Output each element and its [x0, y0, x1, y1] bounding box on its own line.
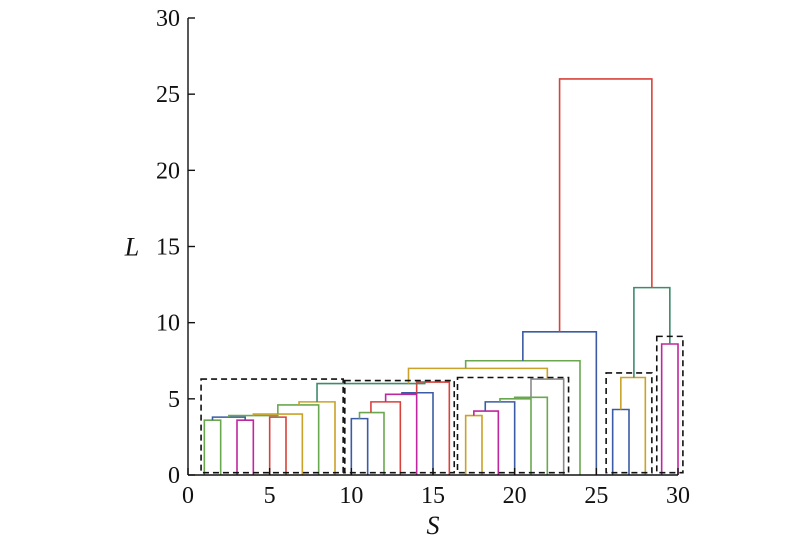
x-tick-label: 0 — [182, 483, 194, 509]
dendrogram-link — [611, 408, 630, 475]
y-tick-label: 25 — [156, 82, 180, 108]
x-axis-title: S — [427, 511, 440, 540]
y-tick-label: 0 — [168, 463, 180, 489]
cluster-box — [456, 376, 570, 474]
dendrogram-link — [633, 286, 671, 378]
x-tick-label: 25 — [584, 483, 608, 509]
dendrogram-link — [499, 398, 532, 475]
cluster-box — [343, 379, 456, 474]
y-tick-label: 30 — [156, 6, 180, 32]
cluster-box — [655, 335, 684, 474]
dendrogram-link — [316, 382, 426, 402]
dendrogram-link — [484, 401, 516, 475]
x-tick-label: 15 — [421, 483, 445, 509]
x-tick-label: 10 — [339, 483, 363, 509]
dendrogram-link — [384, 393, 418, 475]
dendrogram-link — [522, 331, 598, 475]
dendrogram-link — [407, 367, 549, 384]
dendrogram-link — [464, 414, 483, 475]
dendrogram-link — [660, 343, 679, 475]
y-axis-title: L — [124, 233, 139, 262]
x-tick-label: 30 — [666, 483, 690, 509]
x-tick-label: 20 — [503, 483, 527, 509]
x-tick-label: 5 — [264, 483, 276, 509]
dendrogram-link — [203, 419, 222, 475]
dendrogram-link — [558, 78, 653, 332]
y-ticks: 0 5 10 15 20 25 30 — [156, 6, 195, 489]
dendrogram-link — [252, 413, 304, 475]
dendrogram-link — [350, 417, 369, 475]
y-tick-label: 15 — [156, 235, 180, 261]
cluster-boxes — [200, 335, 684, 474]
dendrogram-link — [401, 391, 434, 475]
dendrogram-links — [203, 78, 679, 475]
cluster-box — [605, 372, 653, 474]
y-tick-label: 5 — [168, 387, 180, 413]
dendrogram-link — [236, 419, 255, 475]
dendrogram-link — [298, 401, 336, 475]
dendrogram-link — [268, 416, 287, 475]
dendrogram-link — [277, 404, 320, 475]
dendrogram-link — [415, 381, 451, 475]
dendrogram-link — [473, 410, 500, 475]
y-tick-label: 20 — [156, 158, 180, 184]
x-ticks: 0 5 10 15 20 25 30 — [182, 468, 690, 509]
cluster-box — [200, 378, 344, 474]
dendrogram-link — [620, 376, 647, 475]
dendrogram-link — [358, 411, 385, 475]
y-tick-label: 10 — [156, 311, 180, 337]
